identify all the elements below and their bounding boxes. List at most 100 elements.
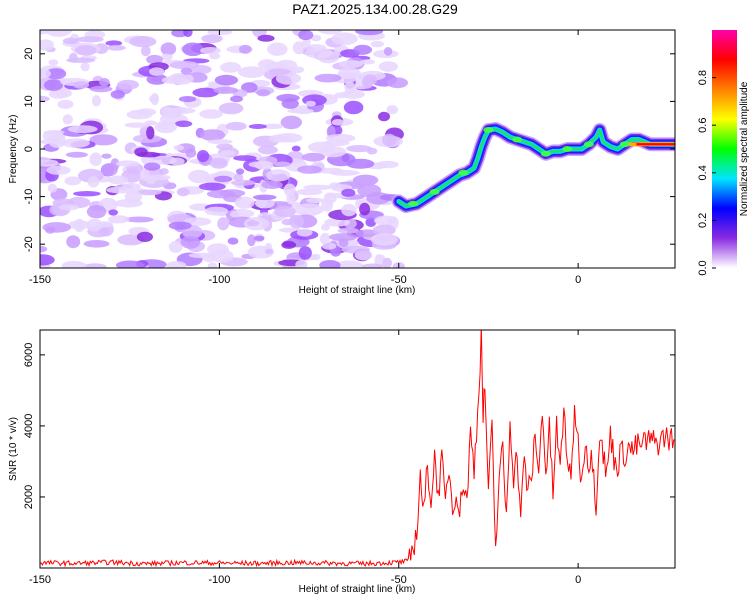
noise-blob — [280, 115, 302, 130]
noise-blob — [150, 92, 159, 106]
noise-blob — [146, 54, 163, 65]
top-ylabel: Frequency (Hz) — [8, 115, 19, 184]
noise-blob — [160, 53, 173, 61]
top-xlabel: Height of straight line (km) — [299, 285, 416, 296]
noise-blob — [80, 62, 90, 72]
noise-blob — [214, 74, 239, 86]
noise-blob — [289, 214, 305, 229]
noise-blob — [230, 179, 255, 186]
noise-blob — [341, 245, 371, 254]
noise-blob — [220, 150, 235, 156]
noise-blob — [229, 210, 241, 218]
noise-blob — [298, 30, 314, 41]
noise-blob — [248, 124, 267, 129]
noise-blob — [210, 249, 234, 263]
top-ytick-label: -20 — [23, 236, 35, 252]
noise-blob — [303, 184, 333, 191]
noise-blob — [338, 238, 349, 247]
noise-blob — [183, 217, 212, 226]
noise-blob — [370, 233, 398, 246]
noise-blob — [136, 151, 161, 158]
signal-hotspot — [483, 126, 494, 133]
noise-blob — [318, 30, 343, 35]
noise-blob — [115, 260, 145, 268]
noise-blob — [48, 134, 66, 148]
noise-blob — [169, 60, 200, 70]
noise-blob — [213, 86, 239, 94]
noise-blob — [196, 150, 210, 163]
noise-blob — [257, 145, 278, 155]
noise-blob — [346, 145, 372, 153]
noise-blob — [293, 203, 324, 216]
colorbar-gradient — [712, 30, 737, 268]
noise-blob — [314, 73, 342, 83]
noise-blob — [180, 67, 192, 76]
top-ytick-label: -10 — [23, 189, 35, 205]
noise-blob — [57, 99, 74, 109]
noise-blob — [265, 248, 274, 255]
noise-blob — [168, 221, 192, 230]
top-y-axis: -20 -10 0 10 20 — [23, 48, 675, 252]
noise-blob — [40, 254, 55, 266]
noise-blob — [82, 263, 107, 268]
top-xtick-label: -150 — [29, 274, 51, 286]
noise-blob — [146, 126, 155, 140]
noise-blob — [149, 67, 165, 76]
noise-blob — [334, 92, 349, 99]
top-ytick-label: 10 — [23, 95, 35, 107]
signal-hotspot — [562, 146, 573, 152]
noise-blob — [56, 88, 72, 98]
noise-blob — [261, 180, 283, 189]
noise-blob — [219, 189, 246, 198]
noise-blob — [274, 161, 291, 168]
noise-blob — [244, 217, 269, 231]
noise-blob — [378, 111, 390, 122]
bottom-ytick-label: 4000 — [23, 414, 35, 438]
noise-blob — [83, 240, 110, 248]
noise-blob — [65, 151, 88, 158]
noise-blob — [341, 188, 356, 197]
noise-blob — [199, 109, 224, 119]
noise-blob — [154, 120, 177, 134]
noise-blob — [291, 145, 301, 152]
noise-blob — [105, 40, 123, 46]
noise-blob — [62, 37, 79, 45]
snr-background — [40, 330, 675, 568]
noise-blob — [200, 47, 221, 55]
noise-blob — [267, 42, 288, 56]
noise-blob — [176, 187, 190, 197]
noise-blob — [136, 189, 162, 196]
noise-blob — [106, 44, 126, 51]
noise-blob — [207, 262, 218, 268]
noise-blob — [180, 235, 201, 249]
bottom-xtick-label: -100 — [208, 574, 230, 586]
noise-blob — [61, 260, 87, 268]
noise-blob — [275, 59, 298, 71]
bottom-xtick-label: -150 — [29, 574, 51, 586]
noise-blob — [124, 216, 154, 223]
noise-blob — [238, 44, 252, 54]
noise-blob — [89, 134, 118, 146]
noise-blob — [200, 129, 226, 142]
noise-blob — [106, 186, 135, 194]
noise-blob — [143, 162, 161, 171]
chart-title: PAZ1.2025.134.00.28.G29 — [292, 1, 458, 17]
noise-blob — [89, 85, 113, 93]
noise-blob — [353, 44, 372, 55]
noise-blob — [275, 72, 302, 85]
colorbar-tick-label: 0.4 — [697, 165, 709, 180]
noise-blob — [136, 108, 156, 116]
noise-blob — [322, 242, 337, 250]
noise-blob — [45, 30, 72, 37]
noise-blob — [281, 241, 297, 249]
noise-blob — [234, 196, 255, 209]
noise-blob — [173, 144, 185, 151]
top-x-axis: -150 -100 -50 0 — [29, 30, 581, 286]
noise-blob — [386, 105, 399, 115]
noise-blob — [247, 234, 256, 247]
noise-blob — [238, 66, 266, 78]
noise-blob — [64, 176, 82, 186]
snr-panel: -150 -100 -50 0 2000 4000 6000 Height of stra… — [8, 329, 676, 595]
noise-blob — [89, 152, 102, 166]
